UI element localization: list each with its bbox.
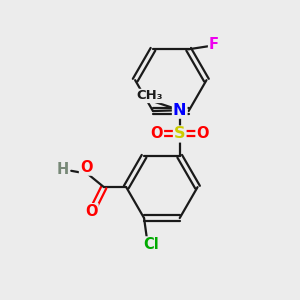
Text: CH₃: CH₃ (136, 89, 163, 102)
Text: O: O (196, 127, 209, 142)
Text: H: H (57, 162, 69, 177)
Text: F: F (209, 37, 219, 52)
Text: Cl: Cl (144, 237, 159, 252)
Text: O: O (151, 127, 163, 142)
Text: S: S (174, 127, 185, 142)
Text: N: N (173, 103, 187, 118)
Text: O: O (85, 204, 98, 219)
Text: O: O (80, 160, 92, 175)
